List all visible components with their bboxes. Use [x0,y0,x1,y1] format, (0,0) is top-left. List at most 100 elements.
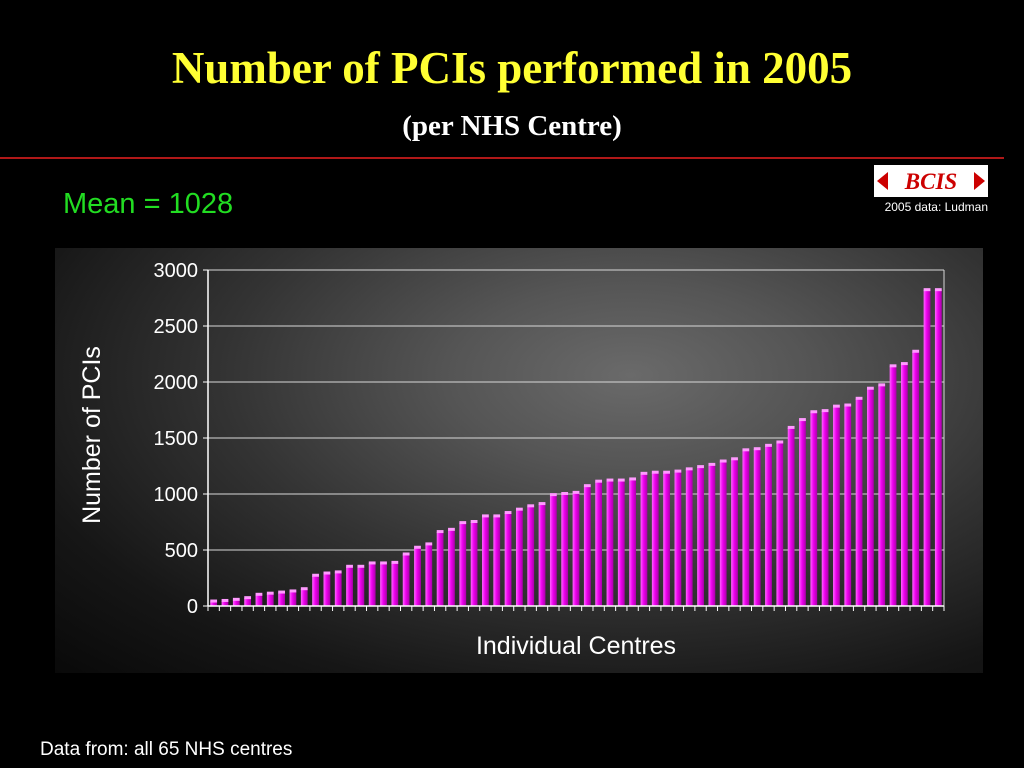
footnote: Data from: all 65 NHS centres [40,739,293,760]
bar [368,563,376,606]
bar [380,563,387,606]
bar [278,592,285,606]
bar-top [323,571,331,575]
logo-text: BCIS [904,169,957,194]
bar [470,522,478,606]
bar-top [765,443,772,447]
bar [255,594,263,606]
y-tick-label: 0 [187,596,198,618]
bar-top [402,552,410,556]
slide-subtitle: (per NHS Centre) [402,110,622,142]
bar-top [833,404,840,408]
bar-top [515,507,523,511]
y-tick-label: 3000 [154,260,199,282]
bar-top [900,362,908,366]
bar-top [436,530,444,534]
bar-top [595,479,603,483]
bar [244,598,252,606]
bar [765,445,772,606]
bar-top [221,598,229,602]
bar-top [810,410,818,414]
bar-top [414,545,421,549]
bar [799,420,806,606]
bar-top [923,288,931,292]
bar-top [753,447,761,451]
bar [923,290,931,606]
y-tick-label: 1500 [154,428,199,450]
bar-top [617,478,625,482]
bar-top [934,288,942,292]
bar [459,523,467,606]
bar-top [674,469,682,473]
bar-chart: 0 500 1000 1500 2000 2500 3000 Individual Centr… [78,260,945,660]
bar-top [583,484,591,488]
bar-top [459,521,467,525]
bar-top [357,564,365,568]
bar [629,479,637,606]
bar-top [380,561,387,565]
bar-top [629,477,637,481]
bar-top [470,520,478,523]
bar-top [572,490,580,494]
bcis-logo: BCIS [874,165,988,197]
bar-top [504,511,512,515]
bar [844,405,852,606]
bar [878,385,886,606]
bar [312,575,319,606]
bar-top [549,493,557,497]
bar-top [255,592,263,596]
bar-top [640,471,648,475]
bar [900,364,908,606]
bar-top [210,599,218,603]
bar [651,472,659,606]
bar-top [776,440,784,444]
bar-top [697,465,704,469]
bar-top [482,514,489,518]
bar-top [368,561,376,565]
bar [561,494,569,606]
bar-top [278,590,285,594]
bar-top [448,527,455,531]
bar-top [527,504,535,508]
bar-top [821,409,829,413]
bar-top [867,386,874,390]
bar [300,589,308,606]
y-tick-label: 2000 [154,372,199,394]
bar-top [334,570,342,574]
bar [538,504,546,606]
bar-top [708,462,716,466]
bar [685,469,693,606]
bar-top [685,467,693,471]
bar [266,593,274,606]
bar [934,290,942,606]
mean-label: Mean = 1028 [63,188,234,220]
bar [697,467,704,606]
bar-top [561,492,569,495]
bar-top [912,349,920,353]
slide-title: Number of PCIs performed in 2005 [171,43,853,93]
bar [742,450,750,606]
bar [289,591,297,606]
bar [719,461,727,606]
y-axis-label: Number of PCIs [78,346,106,524]
bar-top [731,457,738,461]
bar [425,544,433,606]
bar [572,492,580,606]
bar-top [289,589,297,593]
bar [889,366,897,606]
bar [402,554,410,606]
logo-arrow-right-icon [974,172,985,190]
bar-top [346,564,353,568]
bar-top [232,597,240,601]
bar [493,516,501,606]
y-tick-label: 1000 [154,484,199,506]
bar [753,449,761,606]
bar [867,388,874,606]
bar [912,351,920,606]
bar-top [663,470,670,474]
y-tick-label: 2500 [154,316,199,338]
bar [527,506,535,606]
bar-top [889,364,897,368]
x-axis-label: Individual Centres [476,632,676,660]
bar [583,486,591,606]
